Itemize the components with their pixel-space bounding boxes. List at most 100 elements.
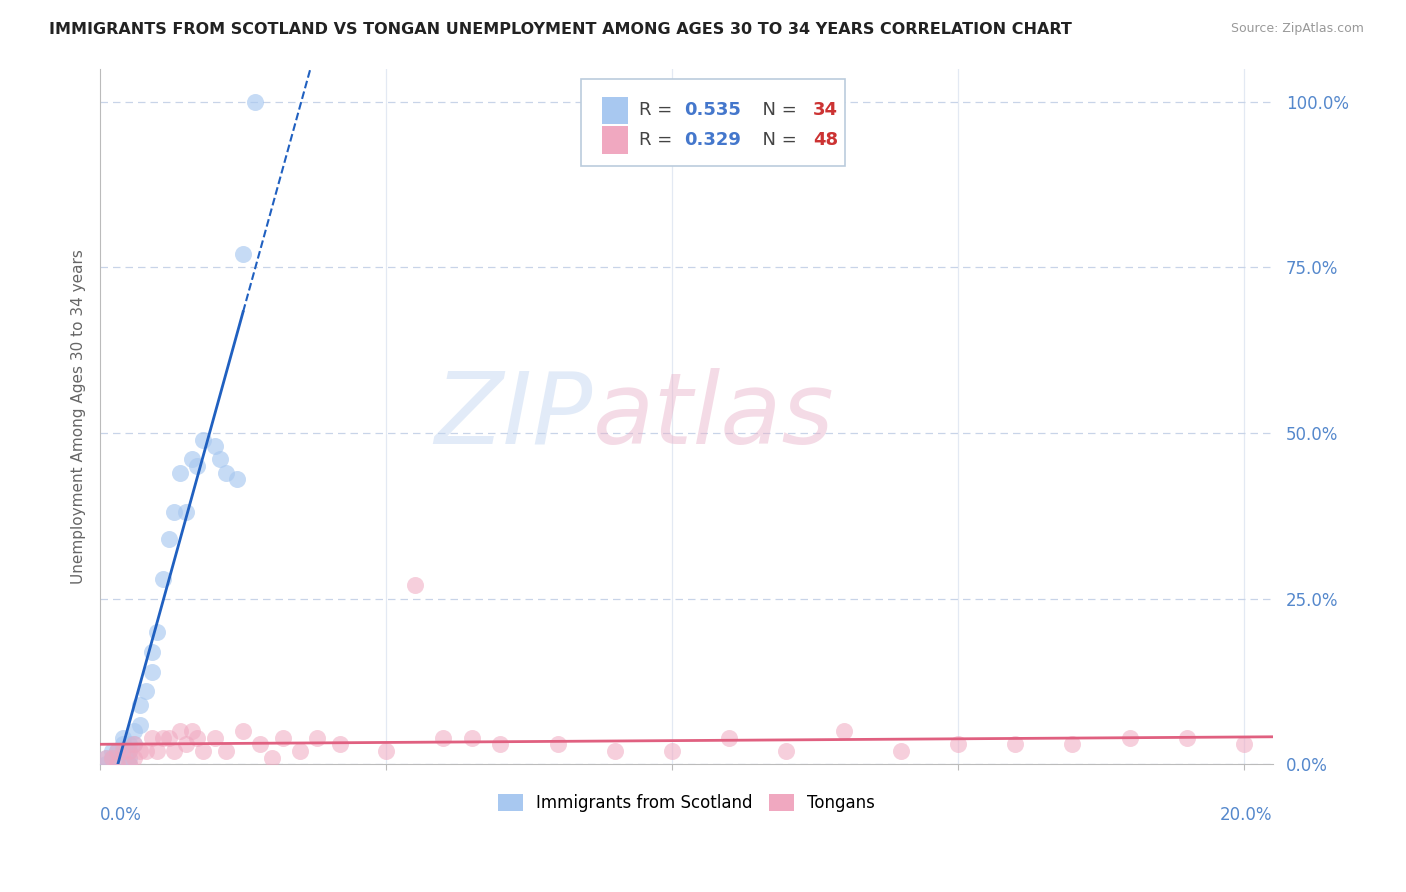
Bar [602, 126, 627, 154]
Point [174, 506, 197, 520]
Point [890, 744, 912, 758]
Point [146, 744, 169, 758]
Text: N =: N = [751, 131, 803, 149]
Point [186, 459, 208, 474]
Point [775, 744, 797, 758]
Point [105, 750, 128, 764]
Point [603, 744, 626, 758]
Point [432, 731, 454, 745]
Point [94, 750, 117, 764]
Point [547, 738, 569, 752]
Point [1004, 738, 1026, 752]
Point [329, 738, 352, 752]
Text: atlas: atlas [592, 368, 834, 465]
Point [135, 744, 157, 758]
Text: IMMIGRANTS FROM SCOTLAND VS TONGAN UNEMPLOYMENT AMONG AGES 30 TO 34 YEARS CORREL: IMMIGRANTS FROM SCOTLAND VS TONGAN UNEMP… [49, 22, 1073, 37]
Point [209, 452, 232, 467]
Text: 34: 34 [813, 102, 838, 120]
Point [1233, 738, 1256, 752]
Point [129, 717, 152, 731]
FancyBboxPatch shape [581, 79, 845, 166]
Point [489, 738, 512, 752]
Point [141, 645, 163, 659]
Point [118, 744, 141, 758]
Point [111, 738, 134, 752]
Point [152, 731, 174, 745]
Point [124, 738, 146, 752]
Point [111, 744, 134, 758]
Point [946, 738, 969, 752]
Point [215, 744, 238, 758]
Point [832, 724, 855, 739]
Point [232, 247, 254, 261]
Point [129, 744, 152, 758]
Point [163, 506, 186, 520]
Point [105, 744, 128, 758]
Point [191, 744, 214, 758]
Point [141, 665, 163, 679]
Point [191, 433, 214, 447]
Text: R =: R = [640, 131, 679, 149]
Point [157, 731, 180, 745]
Text: 0.329: 0.329 [685, 131, 741, 149]
Text: 48: 48 [813, 131, 838, 149]
Point [249, 738, 271, 752]
Bar [602, 96, 627, 124]
Point [204, 439, 226, 453]
Point [100, 750, 122, 764]
Point [180, 452, 202, 467]
Point [105, 744, 128, 758]
Point [118, 757, 141, 772]
Text: N =: N = [751, 102, 803, 120]
Point [661, 744, 683, 758]
Point [94, 750, 117, 764]
Point [243, 95, 266, 109]
Point [1118, 731, 1140, 745]
Point [1062, 738, 1084, 752]
Point [118, 750, 141, 764]
Point [461, 731, 484, 745]
Point [307, 731, 329, 745]
Point [169, 466, 191, 480]
Point [375, 744, 398, 758]
Point [100, 744, 122, 758]
Point [271, 731, 294, 745]
Point [232, 724, 254, 739]
Point [146, 624, 169, 639]
Text: 0.0%: 0.0% [100, 806, 142, 824]
Point [718, 731, 741, 745]
Point [174, 738, 197, 752]
Text: ZIP: ZIP [434, 368, 592, 465]
Point [118, 757, 141, 772]
Text: 20.0%: 20.0% [1220, 806, 1272, 824]
Point [94, 757, 117, 772]
Point [290, 744, 312, 758]
Point [163, 744, 186, 758]
Point [1175, 731, 1198, 745]
Text: R =: R = [640, 102, 679, 120]
Point [124, 724, 146, 739]
Point [157, 532, 180, 546]
Point [111, 731, 134, 745]
Point [135, 684, 157, 698]
Point [124, 750, 146, 764]
Point [204, 731, 226, 745]
Point [129, 698, 152, 712]
Point [141, 731, 163, 745]
Y-axis label: Unemployment Among Ages 30 to 34 years: Unemployment Among Ages 30 to 34 years [72, 249, 86, 584]
Point [186, 731, 208, 745]
Point [100, 750, 122, 764]
Point [260, 750, 283, 764]
Point [152, 572, 174, 586]
Point [404, 578, 426, 592]
Text: 0.535: 0.535 [685, 102, 741, 120]
Point [105, 757, 128, 772]
Text: Source: ZipAtlas.com: Source: ZipAtlas.com [1230, 22, 1364, 36]
Point [215, 466, 238, 480]
Point [118, 744, 141, 758]
Point [118, 738, 141, 752]
Point [169, 724, 191, 739]
Point [226, 472, 249, 486]
Point [180, 724, 202, 739]
Legend: Immigrants from Scotland, Tongans: Immigrants from Scotland, Tongans [491, 787, 882, 819]
